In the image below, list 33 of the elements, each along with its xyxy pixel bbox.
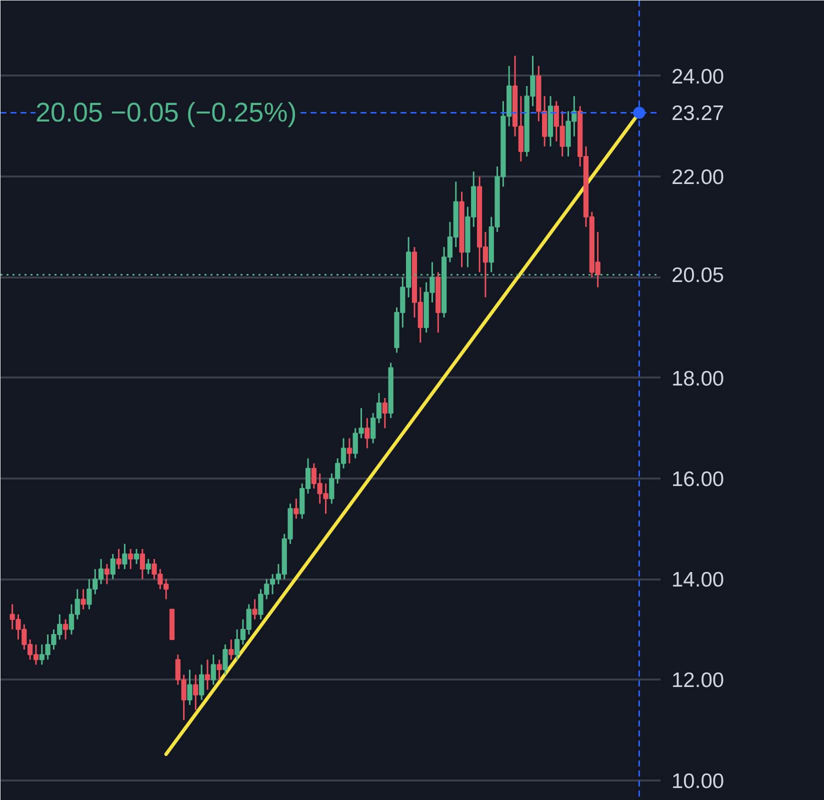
candlestick xyxy=(146,558,151,575)
candlestick xyxy=(104,563,110,585)
candlestick xyxy=(228,638,234,660)
y-tick-label: 10.00 xyxy=(672,770,724,793)
ref-line-label: 23.27 xyxy=(672,102,724,126)
y-tick-label: 12.00 xyxy=(672,669,724,692)
candlestick xyxy=(187,668,192,706)
ref-line-label: 20.05 xyxy=(672,264,724,288)
candlestick xyxy=(252,598,258,620)
candlestick xyxy=(80,588,86,610)
y-tick-label: 16.00 xyxy=(672,468,724,491)
candlestick xyxy=(140,548,146,580)
y-tick-label: 22.00 xyxy=(672,166,724,190)
candlestick xyxy=(199,664,204,701)
candlestick xyxy=(210,654,216,686)
candlestick xyxy=(294,498,299,520)
y-tick-label: 18.00 xyxy=(672,367,724,390)
candlestick xyxy=(62,618,68,640)
candlestick xyxy=(128,548,134,570)
y-tick-label: 24.00 xyxy=(672,65,724,88)
candlestick xyxy=(134,548,140,565)
candlestick xyxy=(346,437,352,464)
candlestick xyxy=(204,658,210,691)
candlestick xyxy=(122,543,128,570)
candlestick xyxy=(364,417,370,450)
candlestick xyxy=(193,674,198,711)
candlestick xyxy=(382,397,388,429)
candlestick xyxy=(110,553,116,580)
y-tick-label: 14.00 xyxy=(672,568,724,592)
candlestick xyxy=(222,644,228,676)
annotation: 20.05 −0.05 (−0.25%) xyxy=(36,98,297,128)
candlestick xyxy=(116,548,122,570)
candlestick xyxy=(216,658,222,680)
